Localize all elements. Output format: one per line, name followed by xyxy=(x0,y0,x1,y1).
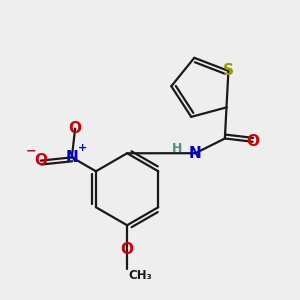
Text: N: N xyxy=(189,146,202,161)
Text: +: + xyxy=(78,143,87,153)
Text: S: S xyxy=(223,63,234,78)
Text: N: N xyxy=(65,150,78,165)
Text: H: H xyxy=(172,142,183,155)
Text: CH₃: CH₃ xyxy=(129,269,152,282)
Text: O: O xyxy=(246,134,259,149)
Text: O: O xyxy=(34,153,47,168)
Text: O: O xyxy=(121,242,134,257)
Text: O: O xyxy=(69,121,82,136)
Text: −: − xyxy=(26,145,36,158)
